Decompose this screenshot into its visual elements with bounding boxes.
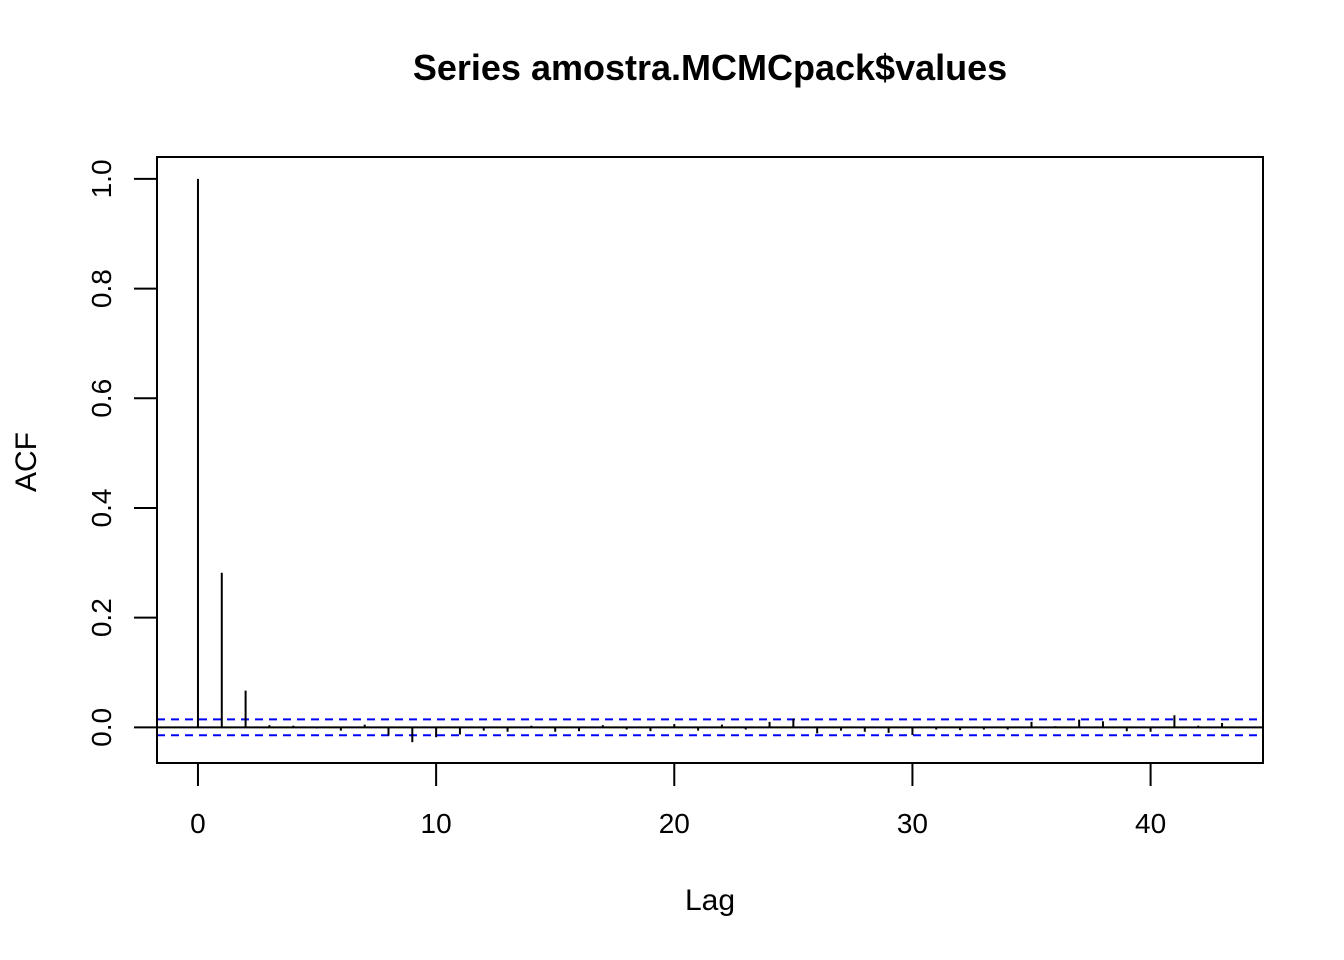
y-tick-label: 0.4	[86, 489, 117, 528]
marks-layer	[157, 178, 1263, 743]
y-tick-label: 1.0	[86, 159, 117, 198]
x-tick-label: 10	[421, 808, 452, 839]
chart-title: Series amostra.MCMCpack$values	[413, 47, 1007, 88]
axes-layer: 0 10 20 30 40 0.0 0.2 0.4 0.6 0.8 1.0	[86, 159, 1166, 839]
x-tick-label: 20	[659, 808, 690, 839]
y-tick-label: 0.6	[86, 379, 117, 418]
y-tick-label: 0.8	[86, 269, 117, 308]
x-tick-label: 30	[897, 808, 928, 839]
y-tick-label: 0.2	[86, 598, 117, 637]
x-tick-label: 0	[190, 808, 206, 839]
plot-frame	[156, 156, 1264, 764]
y-tick-label: 0.0	[86, 708, 117, 747]
y-axis-label: ACF	[10, 432, 43, 492]
x-tick-label: 40	[1135, 808, 1166, 839]
x-axis-label: Lag	[685, 884, 735, 917]
